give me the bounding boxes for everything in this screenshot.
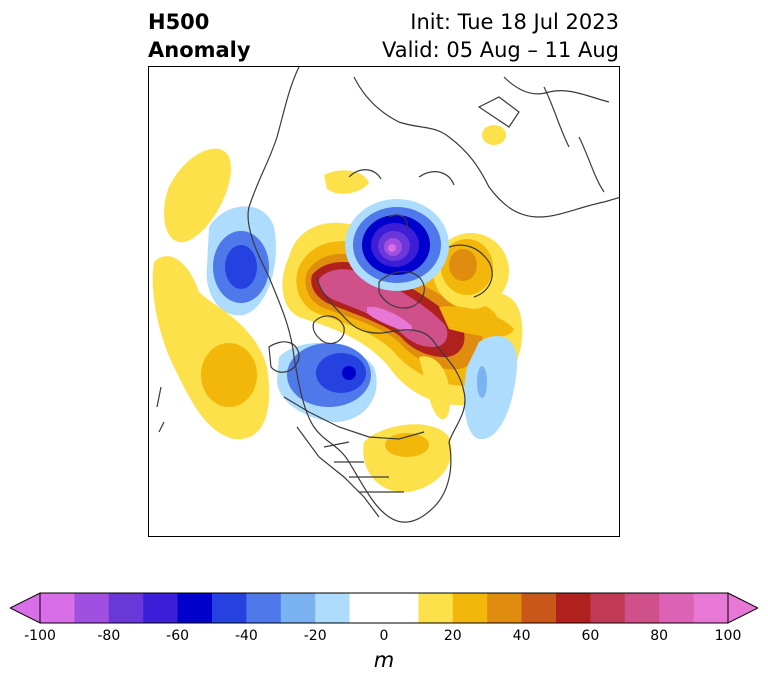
title-type: Anomaly	[148, 38, 251, 62]
colorbar-tick-label: 100	[714, 628, 742, 644]
negative-anomaly-atlantic	[464, 335, 518, 440]
colorbar-segment	[108, 593, 144, 623]
title-left: H500 Anomaly	[148, 8, 251, 64]
colorbar-tick-label: -100	[24, 628, 56, 644]
colorbar-segment	[143, 593, 179, 623]
colorbar-ticks: -100 -80 -60 -40 -20 0 20 40 60 80 100	[0, 628, 768, 648]
colorbar-segment	[315, 593, 351, 623]
colorbar-tick-label: 20	[443, 628, 462, 644]
colorbar-segment	[40, 593, 75, 623]
negative-anomaly-pacific	[206, 206, 276, 316]
colorbar-segment	[693, 593, 729, 623]
map-panel	[148, 66, 620, 537]
colorbar-segment	[280, 593, 316, 623]
colorbar-segment	[452, 593, 488, 623]
anomaly-map	[152, 67, 619, 523]
colorbar-segment	[384, 593, 419, 623]
colorbar-segment	[74, 593, 110, 623]
colorbar-tick-label: -20	[303, 628, 327, 644]
colorbar-extend-low	[10, 592, 41, 624]
colorbar-segment	[349, 593, 385, 623]
colorbar-segment	[521, 593, 557, 623]
colorbar-frame	[39, 592, 729, 624]
coastlines	[156, 67, 619, 523]
positive-anomaly-pacific	[152, 125, 506, 440]
init-date: Init: Tue 18 Jul 2023	[410, 10, 619, 34]
colorbar-segment	[212, 593, 247, 623]
colorbar	[10, 592, 758, 624]
colorbar-segment	[624, 593, 660, 623]
colorbar-tick-label: -80	[97, 628, 121, 644]
colorbar-unit-label: m	[373, 648, 395, 672]
valid-range: Valid: 05 Aug – 11 Aug	[381, 38, 619, 62]
title-right: Init: Tue 18 Jul 2023 Valid: 05 Aug – 11…	[382, 8, 619, 64]
title-field: H500	[148, 10, 210, 34]
colorbar-segment	[659, 593, 695, 623]
colorbar-segment	[246, 593, 282, 623]
colorbar-tick-label: 60	[581, 628, 600, 644]
positive-anomaly-scandinavia	[433, 233, 514, 337]
negative-anomaly-arctic	[345, 199, 449, 291]
colorbar-segment	[590, 593, 626, 623]
colorbar-extend-high	[727, 592, 758, 624]
colorbar-segment	[556, 593, 591, 623]
positive-anomaly-eastern-us	[363, 356, 452, 493]
colorbar-segment	[177, 593, 213, 623]
colorbar-tick-label: 80	[650, 628, 669, 644]
colorbar-tick-label: -40	[234, 628, 258, 644]
colorbar-segment	[418, 593, 454, 623]
negative-anomaly-hudson	[277, 343, 377, 422]
colorbar-segment	[487, 593, 523, 623]
positive-anomaly-ridge	[282, 222, 523, 406]
colorbar-tick-label: 40	[512, 628, 531, 644]
colorbar-tick-label: 0	[379, 628, 389, 644]
colorbar-tick-label: -60	[166, 628, 190, 644]
